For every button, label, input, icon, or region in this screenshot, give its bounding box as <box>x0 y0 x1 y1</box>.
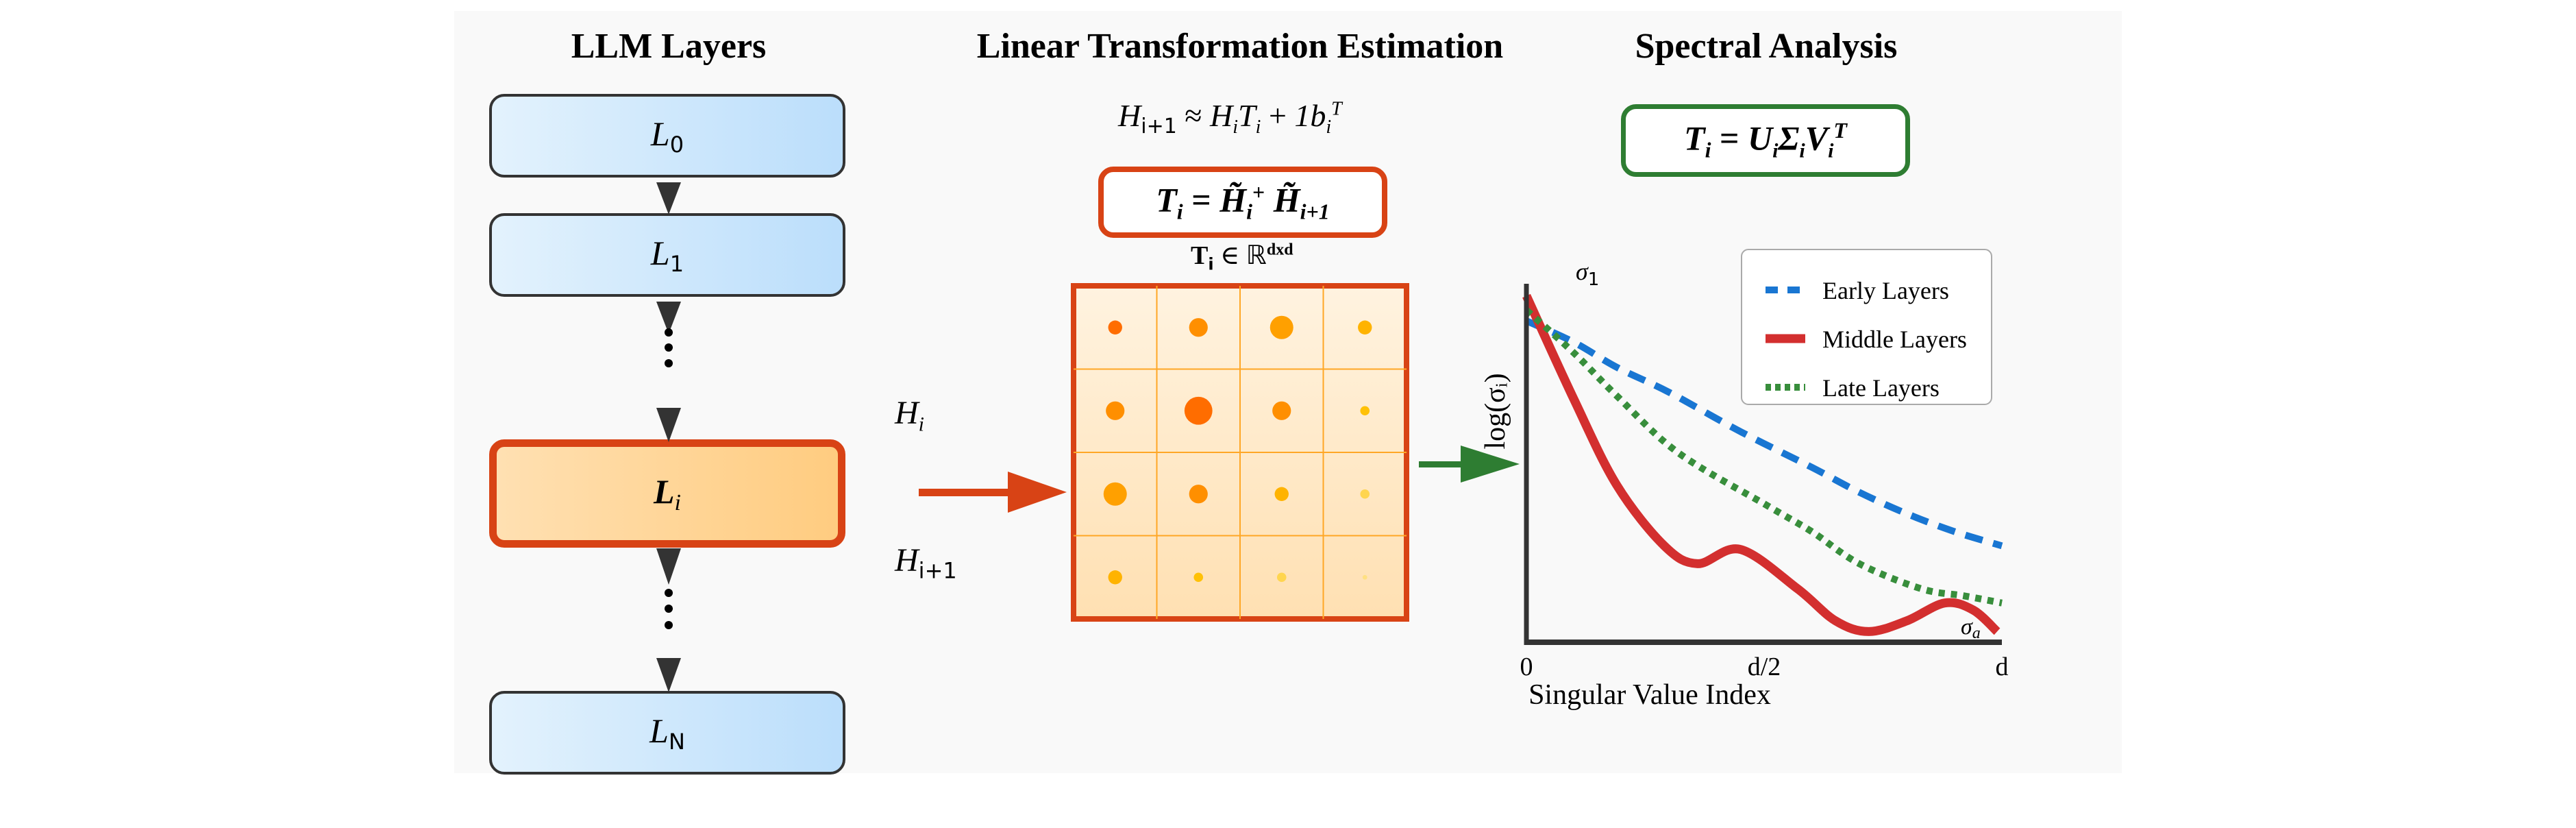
layer-box-li-highlighted: Li <box>489 439 845 548</box>
title-linear-transformation-estimation: Linear Transformation Estimation <box>976 27 1504 66</box>
title-spectral-analysis: Spectral Analysis <box>1635 27 1898 66</box>
hidden-state-output-label: Hi+1 <box>895 542 957 584</box>
matrix-cell-dot <box>1360 489 1370 499</box>
svd-formula-box: Ti = UiΣiViT <box>1621 104 1910 177</box>
x-tick-label: 0 <box>1520 653 1533 681</box>
matrix-cell-dot <box>1106 401 1125 420</box>
matrix-cell-dot <box>1184 396 1213 425</box>
y-axis-label: log(σᵢ) <box>1480 373 1511 449</box>
layer-label: LN <box>649 711 685 755</box>
matrix-cell-dot <box>1108 570 1122 585</box>
layer-label: Li <box>654 472 681 515</box>
matrix-cell-dot <box>1360 406 1370 416</box>
title-llm-layers: LLM Layers <box>571 27 767 66</box>
legend-label: Middle Layers <box>1822 326 1967 353</box>
layer-box-ln: LN <box>489 691 845 775</box>
down-arrow-icon <box>656 658 681 692</box>
layer-label: L0 <box>650 114 684 158</box>
hidden-state-input-label: Hi <box>895 395 925 436</box>
chart-legend: Early Layers Middle Layers Late Layers <box>1741 249 1992 405</box>
transformation-matrix <box>1071 283 1409 622</box>
layer-box-l0: L0 <box>489 94 845 178</box>
matrix-cell-dot <box>1274 487 1289 501</box>
matrix-cell-dot <box>1189 485 1208 504</box>
matrix-cell-dot <box>1270 315 1293 339</box>
layer-flow-arrows <box>656 182 681 692</box>
layer-box-l1: L1 <box>489 213 845 297</box>
legend-label: Late Layers <box>1822 374 1940 402</box>
estimate-formula-box: Ti = H̃i+ H̃i+1 <box>1098 167 1387 238</box>
series-line-late-layers <box>1524 307 2003 607</box>
matrix-cell-dot <box>1276 572 1287 583</box>
estimate-formula: Ti = H̃i+ H̃i+1 <box>1156 180 1330 224</box>
x-tick-label: d/2 <box>1748 653 1781 681</box>
matrix-cell-dot <box>1103 482 1127 506</box>
sigma-a-annotation: σa <box>1961 614 1981 642</box>
approximation-equation: Hi+1 ≈ HiTi + 1biT <box>1118 98 1342 139</box>
dimension-label: Ti ∈ ℝdxd <box>1191 240 1293 274</box>
matrix-cell-dot <box>1108 320 1122 334</box>
spectral-chart: 0 d/2 d Singular Value Index log(σᵢ) σ1 σa… <box>1480 249 2009 711</box>
ellipsis-dots-lower <box>665 589 673 629</box>
x-tick-label: d <box>1996 653 2009 681</box>
series-line-middle-layers <box>1522 293 2001 636</box>
down-arrow-icon <box>656 408 681 442</box>
layer-label: L1 <box>650 234 684 277</box>
down-arrow-icon <box>656 182 681 215</box>
matrix-cell-dot <box>1362 574 1367 580</box>
down-arrow-icon <box>656 302 681 334</box>
legend-frame <box>1741 249 1992 405</box>
x-axis-label: Singular Value Index <box>1528 679 1771 711</box>
input-arrow-icon <box>919 472 1067 513</box>
matrix-cell-dot <box>1272 401 1291 420</box>
matrix-cell-dot <box>1189 318 1208 337</box>
series-line-early-layers <box>1524 317 2003 550</box>
legend-label: Early Layers <box>1822 277 1949 304</box>
svd-formula: Ti = UiΣiViT <box>1684 118 1847 162</box>
ellipsis-dots-upper <box>665 328 673 367</box>
matrix-cell-dot <box>1358 320 1372 334</box>
output-arrow-icon <box>1419 446 1520 483</box>
matrix-cell-dot <box>1193 572 1204 583</box>
down-arrow-icon <box>656 548 681 585</box>
sigma-1-annotation: σ1 <box>1576 258 1599 290</box>
